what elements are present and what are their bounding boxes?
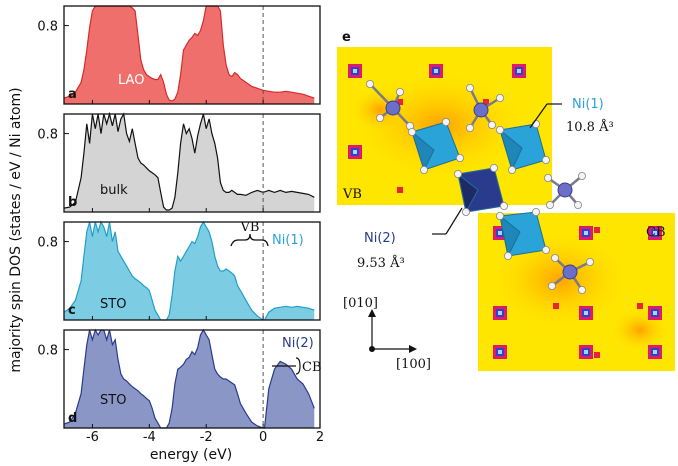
x-tick-label: 2: [316, 430, 324, 445]
oxygen-atom: [503, 251, 512, 260]
dos-line-d: [63, 328, 315, 429]
ni2-leader: [445, 207, 463, 235]
y-tick-label-c: 0.8: [37, 236, 58, 251]
x-tick-labels: -6 -4 -2 0 2: [86, 430, 324, 445]
cation-atom: [562, 264, 578, 280]
atoms: [365, 80, 595, 294]
oxygen-atom: [551, 253, 560, 262]
oxygen-atom: [465, 124, 474, 133]
dos-area-c: [64, 222, 315, 320]
vb-bracket: VB: [230, 220, 269, 247]
ni2-label: Ni(2): [364, 231, 396, 246]
vb-map-label: VB: [342, 187, 362, 202]
oxygen-atom: [489, 163, 498, 172]
oxygen-atom: [578, 285, 587, 294]
oxygen-atom: [542, 245, 551, 254]
dos-line-b: [63, 111, 315, 211]
cb-map-label: CB: [646, 225, 666, 240]
material-label-d: STO: [100, 393, 126, 408]
panel-frame-c: [63, 221, 321, 321]
panel-letter-e: e: [342, 30, 351, 45]
octahedra: [411, 121, 547, 258]
oxygen-atom: [365, 80, 374, 89]
material-label-b: bulk: [100, 183, 128, 198]
dos-panel-b: 0.8 b bulk: [37, 111, 321, 213]
oxygen-atom: [548, 281, 557, 290]
axis-100-label: [100]: [396, 357, 431, 372]
dos-area-d: [64, 330, 315, 428]
oxygen-atom: [465, 84, 474, 93]
panel-letter-b: b: [68, 195, 77, 210]
density-spots: [348, 64, 662, 359]
x-tick-label: -2: [200, 430, 213, 445]
dos-area-b: [64, 114, 315, 212]
dos-panel-a: 0.8 a LAO: [37, 5, 321, 105]
oxygen-atom: [546, 200, 555, 209]
red-spots: [397, 99, 643, 358]
ni1-volume: 10.8 Å³: [566, 119, 614, 135]
oxygen-atom: [395, 88, 404, 97]
dos-panel-c: 0.8 c STO: [37, 220, 321, 321]
material-label-c: STO: [100, 297, 126, 312]
oxygen-atom: [455, 153, 464, 162]
oxygen-atom: [487, 121, 496, 130]
dos-panels: 0.8 a LAO 0.8 b bulk 0.8 c STO 0.8 d STO: [37, 5, 321, 429]
y-tick-label-b: 0.8: [37, 128, 58, 143]
x-tick-label: -4: [143, 430, 156, 445]
oxygen-atom: [574, 200, 583, 209]
y-tick-label-a: 0.8: [37, 20, 58, 35]
cb-bracket: CB: [272, 357, 322, 375]
cation-atom: [557, 182, 573, 198]
oxygen-atom: [495, 126, 504, 135]
ni2-dos-label: Ni(2): [282, 336, 314, 351]
y-axis-label: majority spin DOS (states / eV / Ni atom…: [8, 87, 24, 372]
oxygen-atom: [532, 207, 541, 216]
material-label-a: LAO: [118, 73, 144, 88]
panel-letter-c: c: [68, 303, 76, 318]
panel-letter-d: d: [68, 411, 77, 426]
panel-letter-a: a: [68, 87, 77, 102]
oxygen-atom: [453, 169, 462, 178]
oxygen-atom: [507, 165, 516, 174]
oxygen-atom: [375, 114, 384, 123]
x-tick-label: 0: [259, 430, 267, 445]
x-axis-label: energy (eV): [150, 447, 232, 463]
cb-bracket-label: CB: [302, 360, 322, 375]
cation-atom: [385, 100, 401, 116]
oxygen-atom: [495, 211, 504, 220]
x-tick-label: -6: [86, 430, 99, 445]
oxygen-atom: [499, 201, 508, 210]
oxygen-atom: [542, 155, 551, 164]
y-tick-label-d: 0.8: [37, 344, 58, 359]
ni1-leader: [529, 103, 548, 129]
axis-010-label: [010]: [343, 296, 378, 311]
oxygen-atom: [544, 173, 553, 182]
cation-atom: [473, 102, 489, 118]
dos-area-a: [64, 6, 315, 104]
ni1-dos-label: Ni(1): [272, 233, 304, 248]
panel-frame-a: [63, 5, 321, 105]
crystal-axes: [010] [100]: [343, 296, 431, 372]
structure-panel: e: [337, 30, 675, 372]
oxygen-atom: [461, 207, 470, 216]
panel-frame-b: [63, 113, 321, 213]
vb-bracket-label: VB: [240, 220, 260, 235]
oxygen-atom: [586, 257, 595, 266]
ni2-volume: 9.53 Å³: [357, 255, 405, 271]
oxygen-atom: [419, 165, 428, 174]
oxygen-atom: [441, 118, 450, 127]
oxygen-atom: [407, 127, 416, 136]
dos-panel-d: 0.8 d STO: [37, 328, 321, 429]
oxygen-atom: [495, 94, 504, 103]
oxygen-atom: [578, 171, 587, 180]
dos-line-c: [63, 220, 315, 321]
panel-frame-d: [63, 329, 321, 429]
ni1-label: Ni(1): [572, 97, 604, 112]
